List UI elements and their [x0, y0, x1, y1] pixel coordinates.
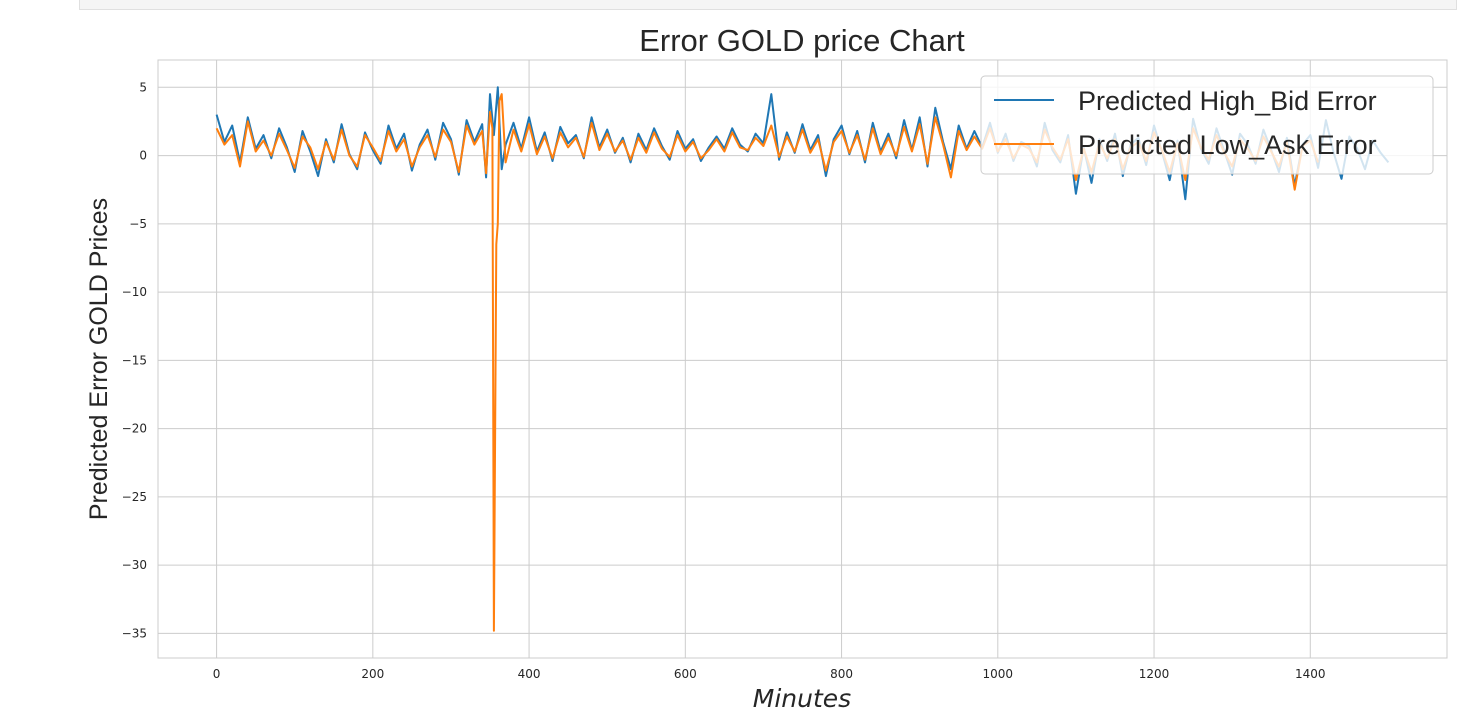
x-tick-label: 200 [361, 667, 384, 681]
y-tick-label: 5 [139, 80, 147, 94]
legend-label-high-bid: Predicted High_Bid Error [1078, 86, 1377, 116]
x-axis-label: Minutes [753, 684, 851, 713]
y-tick-label: 0 [139, 149, 147, 163]
y-tick-label: −25 [122, 490, 147, 504]
y-tick-label: −15 [122, 353, 147, 367]
y-tick-label: −20 [122, 422, 147, 436]
legend: Predicted High_Bid Error Predicted Low_A… [980, 75, 1434, 175]
chart-title: Error GOLD price Chart [639, 23, 965, 58]
y-tick-label: −10 [122, 285, 147, 299]
x-tick-label: 1400 [1295, 667, 1326, 681]
y-tick-label: −30 [122, 558, 147, 572]
legend-box [980, 75, 1434, 175]
y-axis-label: Predicted Error GOLD Prices [85, 198, 113, 520]
x-tick-label: 0 [213, 667, 221, 681]
x-tick-label: 800 [830, 667, 853, 681]
top-toolbar-strip [79, 0, 1457, 10]
x-tick-label: 1000 [983, 667, 1014, 681]
legend-label-low-ask: Predicted Low_Ask Error [1078, 130, 1377, 160]
x-tick-label: 1200 [1139, 667, 1170, 681]
y-tick-label: −35 [122, 626, 147, 640]
y-axis-ticks: 5 0 −5 −10 −15 −20 −25 −30 −35 [122, 80, 147, 640]
y-tick-label: −5 [129, 217, 147, 231]
x-tick-label: 600 [674, 667, 697, 681]
x-axis-ticks: 0 200 400 600 800 1000 1200 1400 [213, 667, 1326, 681]
x-tick-label: 400 [518, 667, 541, 681]
